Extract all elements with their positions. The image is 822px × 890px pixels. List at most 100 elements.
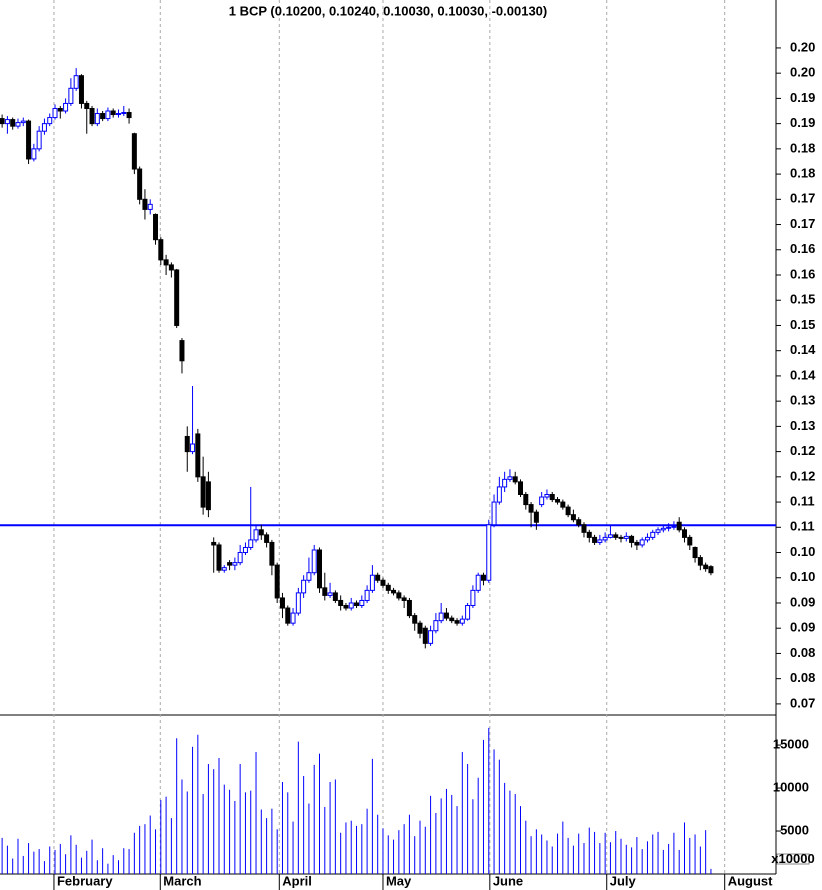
- candle-body: [708, 566, 714, 574]
- candle-body: [36, 130, 42, 150]
- candle-body: [681, 529, 687, 538]
- candle-body: [639, 539, 645, 546]
- candle-body: [306, 572, 312, 581]
- y-tick-label: 0.10: [790, 569, 815, 584]
- candle-body: [697, 557, 703, 566]
- y-tick-label: 0.16: [790, 266, 815, 281]
- x-tick-label: August: [728, 873, 773, 888]
- candle-body: [613, 534, 619, 538]
- candle-body: [147, 203, 153, 210]
- candle-body: [565, 506, 571, 516]
- candle-body: [248, 539, 254, 548]
- candle-body: [0, 118, 5, 125]
- candle-body: [359, 599, 365, 607]
- candle-body: [629, 535, 635, 543]
- candle-body: [692, 546, 698, 559]
- y-tick-label: 0.19: [790, 115, 815, 130]
- candle-body: [502, 478, 508, 488]
- candle-body: [555, 499, 561, 503]
- candle-body: [47, 117, 53, 125]
- candle-body: [385, 584, 391, 591]
- y-tick-label: 0.14: [790, 342, 816, 357]
- candle-body: [179, 340, 185, 362]
- candle-body: [89, 107, 95, 125]
- candle-body: [443, 612, 449, 619]
- candle-body: [221, 567, 227, 571]
- candle-body: [78, 75, 84, 104]
- candle-body: [301, 579, 307, 594]
- candle-body: [470, 589, 476, 607]
- x-tick-label: June: [493, 873, 523, 888]
- candle-body: [57, 107, 63, 112]
- candle-body: [570, 514, 576, 521]
- y-tick-label: 0.12: [790, 443, 815, 458]
- candle-body: [486, 524, 492, 581]
- candle-body: [264, 534, 270, 543]
- candle-body: [195, 433, 201, 478]
- candle-body: [184, 435, 190, 453]
- y-tick-label: 0.19: [790, 90, 815, 105]
- candle-body: [253, 529, 259, 541]
- x-tick-label: March: [163, 873, 201, 888]
- candle-body: [31, 148, 37, 160]
- candle-body: [316, 549, 322, 589]
- candle-body: [274, 564, 280, 599]
- candle-body: [153, 213, 159, 241]
- candle-body: [52, 107, 58, 119]
- y-tick-label: 0.16: [790, 241, 815, 256]
- y-tick-label: 0.13: [790, 418, 815, 433]
- candle-body: [581, 524, 587, 533]
- candle-body: [163, 259, 169, 266]
- y-tick-label: 10000: [773, 779, 809, 794]
- candle-body: [375, 574, 381, 581]
- candle-body: [4, 119, 10, 125]
- candle-body: [607, 534, 613, 538]
- candle-body: [137, 168, 143, 200]
- candle-body: [549, 493, 555, 501]
- y-tick-label: 0.10: [790, 544, 815, 559]
- candle-body: [666, 526, 672, 529]
- candle-body: [518, 481, 524, 495]
- y-tick-label: 0.20: [790, 65, 815, 80]
- candle-body: [576, 519, 582, 526]
- candle-body: [491, 501, 497, 526]
- candle-body: [480, 574, 486, 581]
- candle-body: [428, 630, 434, 644]
- chart-title: 1 BCP (0.10200, 0.10240, 0.10030, 0.1003…: [229, 3, 548, 18]
- y-tick-label: 0.18: [790, 140, 815, 155]
- candle-body: [100, 113, 106, 120]
- candle-body: [142, 198, 148, 210]
- x-tick-label: July: [610, 873, 637, 888]
- candle-body: [449, 617, 455, 622]
- candle-body: [190, 443, 196, 453]
- candle-body: [560, 501, 566, 508]
- candle-body: [158, 239, 164, 261]
- x-tick-label: April: [282, 873, 312, 888]
- candle-body: [539, 496, 545, 506]
- candle-body: [401, 597, 407, 601]
- candle-body: [618, 536, 624, 539]
- candle-body: [703, 564, 709, 570]
- y-tick-label: 0.17: [790, 191, 815, 206]
- candle-body: [216, 544, 222, 571]
- candle-body: [544, 493, 550, 498]
- candle-body: [634, 541, 640, 546]
- candle-body: [338, 599, 344, 607]
- candle-body: [242, 546, 248, 554]
- candle-body: [655, 529, 661, 533]
- candle-body: [20, 120, 26, 124]
- candle-body: [322, 587, 328, 596]
- candle-body: [512, 476, 518, 483]
- candle-body: [295, 592, 301, 614]
- candle-body: [105, 110, 111, 120]
- candle-body: [327, 592, 333, 596]
- candle-body: [438, 612, 444, 622]
- candle-body: [115, 113, 121, 116]
- candle-body: [391, 589, 397, 594]
- candle-body: [650, 531, 656, 538]
- y-tick-label: 0.17: [790, 216, 815, 231]
- candle-body: [602, 536, 608, 541]
- candle-body: [232, 562, 238, 566]
- candle-body: [533, 511, 539, 523]
